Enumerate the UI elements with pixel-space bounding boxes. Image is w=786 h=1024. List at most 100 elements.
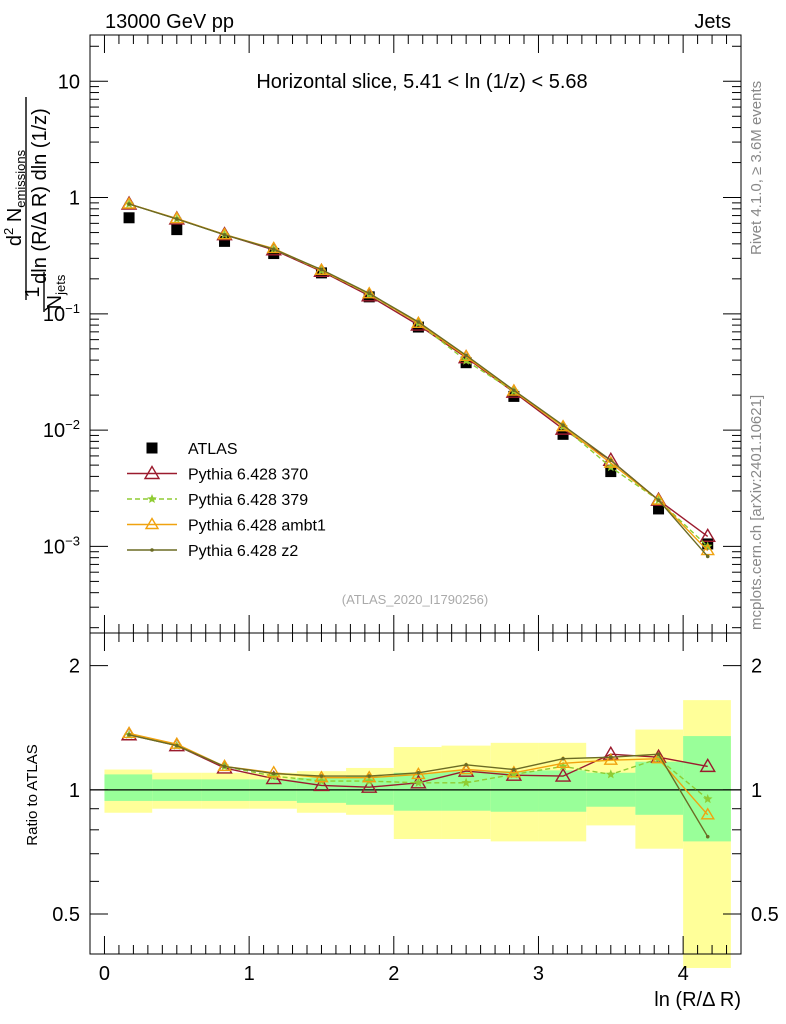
p370-ratio-point: [554, 767, 572, 782]
ratio-band-inner: [441, 771, 491, 811]
ylabel-frac1-den-sub: jets: [53, 274, 68, 296]
p379-ratio-point: [461, 777, 471, 787]
z2-point: [656, 498, 661, 502]
z2-ratio-point: [464, 763, 468, 767]
ratio-ylabel: Ratio to ATLAS: [24, 744, 41, 845]
legend-label-ambt1: Pythia 6.428 ambt1: [188, 518, 326, 535]
ylabel-frac2-num-d: d: [4, 235, 26, 246]
ytick-base: 10: [43, 536, 65, 558]
p379-ratio-point: [316, 776, 327, 786]
main-ytick-label: 10−2: [43, 417, 80, 442]
ambt1-point: [266, 241, 281, 254]
legend-marker-ambt1: [144, 517, 160, 530]
main-series: [120, 195, 716, 559]
legend: ATLAS Pythia 6.428 370 Pythia 6.428 379 Pyt…: [127, 441, 326, 560]
ytick-exp: −2: [65, 417, 80, 432]
atlas-point: [268, 248, 280, 260]
p379-ratio-point: [558, 761, 568, 771]
atlas-point: [315, 267, 327, 279]
z2-point: [319, 267, 324, 272]
z2-point: [561, 423, 565, 428]
ratio-xtick-label: 0: [99, 963, 110, 985]
p370-ratio-point: [699, 757, 716, 773]
z2-point: [609, 458, 613, 463]
series-z2: [127, 202, 710, 559]
legend-marker-z2: [150, 548, 154, 552]
z2-ratio-point: [175, 743, 179, 748]
ratio-xtick-label: 3: [533, 963, 544, 985]
legend-marker-atlas: [146, 442, 158, 454]
ambt1-point: [651, 492, 666, 505]
ylabel-frac2-num: d2 Nemissions: [1, 149, 28, 246]
rivet-version-label: Rivet 4.1.0, ≥ 3.6M events: [748, 81, 765, 255]
z2-point: [416, 320, 421, 324]
z2-ratio-point: [609, 755, 613, 759]
p370-line: [128, 203, 709, 537]
ylabel-frac2-num-sub: emissions: [13, 149, 28, 207]
ratio-band-inner: [683, 736, 731, 842]
ambt1-point: [555, 419, 571, 432]
z2-point: [512, 388, 516, 393]
z2-point: [464, 353, 468, 358]
header-right: Jets: [694, 11, 731, 33]
ambt1-ratio-point: [506, 765, 522, 778]
z2-ratio-point: [416, 770, 421, 775]
mcplots-label: mcplots.cern.ch [arXiv:2401.10621]: [748, 395, 765, 630]
ambt1-point: [700, 543, 715, 556]
z2-point: [222, 233, 227, 237]
ratio-series-z2: [127, 732, 710, 839]
z2-ratio-point: [705, 834, 710, 839]
ylabel-frac1-den-n: N: [44, 295, 66, 309]
atlas-point: [653, 503, 665, 515]
legend-marker-p379: [147, 494, 157, 503]
main-ytick-label: 10: [58, 71, 80, 93]
ratio-xlabel: ln (R/Δ R): [654, 989, 741, 1011]
ratio-xtick-label: 2: [388, 963, 399, 985]
main-ylabel: 1 Njets d2 Nemissions dln (R/Δ R) dln (1…: [1, 97, 68, 312]
p370-point: [699, 527, 716, 543]
z2-point: [175, 217, 179, 221]
ytick-base: 10: [43, 420, 65, 442]
ytick-base: 1: [69, 188, 80, 210]
p370-ratio-point: [313, 777, 330, 792]
ratio-ytick-label: 2: [69, 656, 80, 678]
z2-ratio-point: [222, 764, 227, 769]
ratio-ytick-label: 1: [69, 780, 80, 802]
atlas-point: [219, 235, 231, 247]
p370-ratio-point: [602, 745, 620, 760]
z2-ratio-point: [656, 752, 661, 757]
ratio-xtick-label: 4: [678, 963, 689, 985]
ambt1-ratio-point: [555, 755, 571, 768]
ylabel-frac2-num-n: N: [4, 208, 26, 228]
p379-ratio-point: [606, 769, 616, 779]
atlas-point: [363, 291, 375, 303]
atlas-point: [171, 224, 183, 236]
p379-ratio-point: [703, 794, 713, 804]
ratio-ytick-label: 0.5: [52, 904, 80, 926]
legend-label-atlas: ATLAS: [188, 441, 238, 458]
legend-label-p379: Pythia 6.428 379: [188, 492, 308, 509]
legend-item-p370: Pythia 6.428 370: [127, 465, 308, 484]
main-ytick-label: 1: [69, 188, 80, 210]
legend-label-p370: Pythia 6.428 370: [188, 467, 308, 484]
p370-ratio-point: [265, 770, 282, 785]
ambt1-ratio-point: [700, 807, 715, 820]
ratio-uncertainty-bands: [90, 700, 741, 968]
atlas-point: [123, 212, 135, 224]
z2-point: [367, 291, 372, 296]
ambt1-point: [121, 196, 137, 209]
ratio-ytick-label-right: 1: [751, 780, 762, 802]
ambt1-ratio-point: [651, 751, 666, 764]
atlas-point: [508, 390, 520, 402]
series-p370: [120, 195, 716, 543]
main-ytick-label: 10−1: [43, 301, 80, 326]
header-left: 13000 GeV pp: [105, 11, 234, 33]
atlas-point: [605, 466, 617, 478]
ratio-band-inner: [490, 771, 539, 812]
legend-item-atlas: ATLAS: [146, 441, 238, 458]
legend-item-z2: Pythia 6.428 z2: [127, 543, 298, 560]
ambt1-ratio-point: [458, 762, 474, 775]
ambt1-ratio-point: [603, 752, 619, 765]
